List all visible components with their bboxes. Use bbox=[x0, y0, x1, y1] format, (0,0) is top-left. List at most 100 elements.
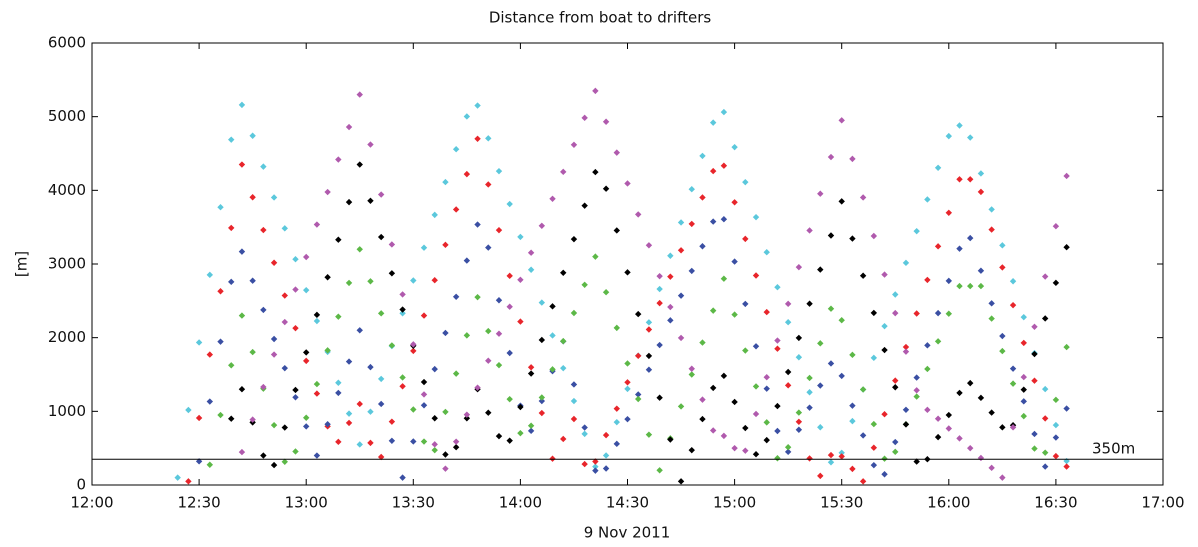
marker bbox=[238, 448, 246, 456]
marker bbox=[506, 272, 513, 280]
marker bbox=[410, 277, 417, 284]
marker bbox=[1009, 424, 1017, 431]
marker bbox=[645, 431, 653, 438]
marker bbox=[602, 289, 610, 296]
marker bbox=[560, 364, 567, 372]
x-tick-label: 15:00 bbox=[713, 494, 756, 512]
marker bbox=[988, 300, 995, 307]
marker bbox=[999, 474, 1006, 481]
marker bbox=[892, 377, 899, 384]
marker bbox=[420, 312, 428, 319]
marker bbox=[945, 209, 952, 217]
marker bbox=[206, 351, 214, 358]
marker bbox=[1052, 223, 1060, 230]
marker bbox=[902, 406, 910, 413]
marker bbox=[1052, 396, 1060, 404]
marker bbox=[1052, 434, 1060, 441]
marker bbox=[517, 318, 524, 325]
marker bbox=[913, 310, 920, 317]
marker bbox=[613, 149, 620, 156]
marker bbox=[892, 438, 899, 446]
marker bbox=[549, 455, 556, 462]
marker bbox=[517, 233, 524, 241]
marker bbox=[838, 117, 845, 124]
marker bbox=[656, 394, 663, 401]
marker bbox=[624, 385, 631, 393]
marker bbox=[367, 408, 374, 415]
x-tick-label: 16:30 bbox=[1034, 494, 1077, 512]
marker bbox=[399, 374, 406, 381]
marker bbox=[474, 384, 481, 391]
marker bbox=[688, 365, 695, 372]
marker bbox=[924, 406, 931, 414]
marker bbox=[763, 374, 770, 381]
marker bbox=[463, 332, 471, 339]
marker bbox=[720, 275, 728, 282]
marker bbox=[249, 416, 256, 423]
marker bbox=[1041, 449, 1049, 456]
marker bbox=[377, 375, 385, 383]
marker bbox=[795, 418, 803, 425]
marker bbox=[699, 152, 706, 160]
y-tick-label: 1000 bbox=[48, 402, 86, 420]
marker bbox=[602, 118, 610, 125]
marker bbox=[817, 424, 824, 431]
marker bbox=[967, 282, 974, 290]
marker bbox=[431, 446, 438, 454]
marker bbox=[549, 366, 556, 373]
x-tick-label: 15:30 bbox=[820, 494, 863, 512]
marker bbox=[859, 432, 867, 439]
marker bbox=[945, 425, 952, 432]
marker bbox=[827, 451, 835, 459]
marker bbox=[1052, 452, 1060, 460]
marker bbox=[1041, 385, 1049, 393]
marker bbox=[506, 303, 513, 310]
marker bbox=[999, 264, 1006, 271]
y-tick-label: 2000 bbox=[48, 328, 86, 346]
marker bbox=[881, 271, 888, 278]
marker bbox=[934, 309, 942, 317]
marker bbox=[806, 300, 813, 307]
marker bbox=[838, 372, 845, 380]
marker bbox=[635, 391, 642, 398]
marker bbox=[602, 452, 610, 459]
marker bbox=[870, 232, 878, 240]
marker bbox=[431, 441, 438, 448]
marker bbox=[999, 242, 1006, 249]
marker bbox=[1031, 377, 1038, 384]
x-tick-label: 12:30 bbox=[177, 494, 220, 512]
marker bbox=[977, 454, 985, 462]
marker bbox=[431, 277, 438, 284]
marker bbox=[356, 327, 363, 334]
marker bbox=[1031, 323, 1038, 330]
marker bbox=[859, 478, 867, 485]
marker bbox=[185, 406, 192, 414]
marker bbox=[303, 349, 310, 356]
marker bbox=[988, 409, 995, 416]
marker bbox=[913, 374, 920, 381]
marker bbox=[463, 411, 471, 418]
x-tick-label: 12:00 bbox=[70, 494, 113, 512]
marker bbox=[784, 448, 792, 456]
marker bbox=[592, 463, 599, 470]
marker bbox=[656, 467, 663, 474]
marker bbox=[881, 322, 888, 330]
marker bbox=[592, 467, 599, 474]
marker bbox=[720, 372, 728, 380]
marker bbox=[527, 249, 535, 256]
marker bbox=[892, 384, 899, 391]
marker bbox=[934, 338, 942, 345]
marker bbox=[827, 153, 835, 161]
marker bbox=[709, 119, 717, 126]
marker bbox=[303, 286, 310, 294]
marker bbox=[709, 384, 717, 392]
marker bbox=[1041, 315, 1049, 322]
marker bbox=[281, 318, 288, 326]
marker bbox=[335, 313, 342, 320]
marker bbox=[977, 267, 985, 274]
marker bbox=[560, 168, 567, 176]
marker bbox=[495, 167, 503, 175]
marker bbox=[720, 162, 728, 169]
marker bbox=[849, 417, 856, 425]
marker bbox=[399, 474, 406, 481]
